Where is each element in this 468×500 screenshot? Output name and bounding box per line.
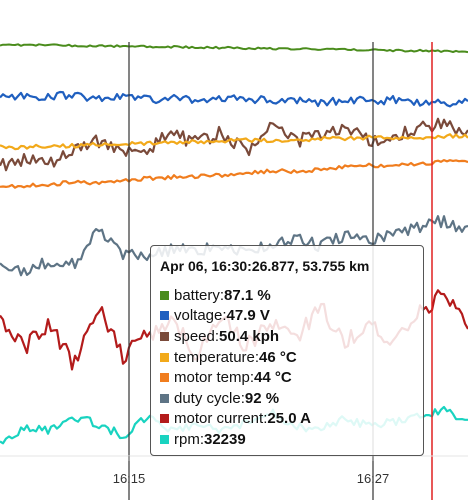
tooltip-title: Apr 06, 16:30:26.877, 53.755 km [160,258,370,274]
tooltip-row-temperature: temperature: 46 °C [160,347,423,368]
tooltip-value: 32239 [204,430,246,448]
rpm-swatch [160,434,169,444]
x-tick-label: 16:27 [357,471,390,486]
tooltip-row-voltage: voltage: 47.9 V [160,306,423,327]
tooltip-label: duty cycle: [174,389,245,407]
tooltip-label: voltage: [174,307,227,325]
series-line-voltage [0,90,468,108]
tooltip-value: 47.9 V [226,307,270,325]
tooltip-row-duty-cycle: duty cycle: 92 % [160,388,423,409]
motor-temp-swatch [160,373,169,383]
series-line-motor-temp [0,159,468,189]
series-line-speed [0,117,468,172]
tooltip-value: 87.1 % [224,286,271,304]
tooltip-label: motor temp: [174,369,255,387]
tooltip-label: temperature: [174,348,260,366]
speed-swatch [160,331,169,341]
tooltip-value: 44 °C [254,369,292,387]
tooltip-row-rpm: rpm: 32239 [160,429,423,450]
tooltip-value: 46 °C [259,348,297,366]
tooltip-row-battery: battery: 87.1 % [160,285,423,306]
tooltip-label: rpm: [174,430,204,448]
tooltip-row-motor-current: motor current: 25.0 A [160,409,423,430]
tooltip-value: 25.0 A [267,410,312,428]
tooltip-row-speed: speed: 50.4 kph [160,326,423,347]
tooltip-label: battery: [174,286,225,304]
motor-current-swatch [160,414,169,424]
battery-swatch [160,290,169,300]
temperature-swatch [160,352,169,362]
chart-tooltip: Apr 06, 16:30:26.877, 53.755 km battery:… [150,245,424,456]
tooltip-label: motor current: [174,410,268,428]
series-line-temperature [0,133,468,151]
series-line-battery [0,43,468,54]
x-tick-label: 16:15 [113,471,146,486]
tooltip-label: speed: [174,327,220,345]
voltage-swatch [160,311,169,321]
tooltip-row-motor-temp: motor temp: 44 °C [160,367,423,388]
tooltip-value: 50.4 kph [219,327,280,345]
tooltip-value: 92 % [244,389,280,407]
duty-cycle-swatch [160,393,169,403]
